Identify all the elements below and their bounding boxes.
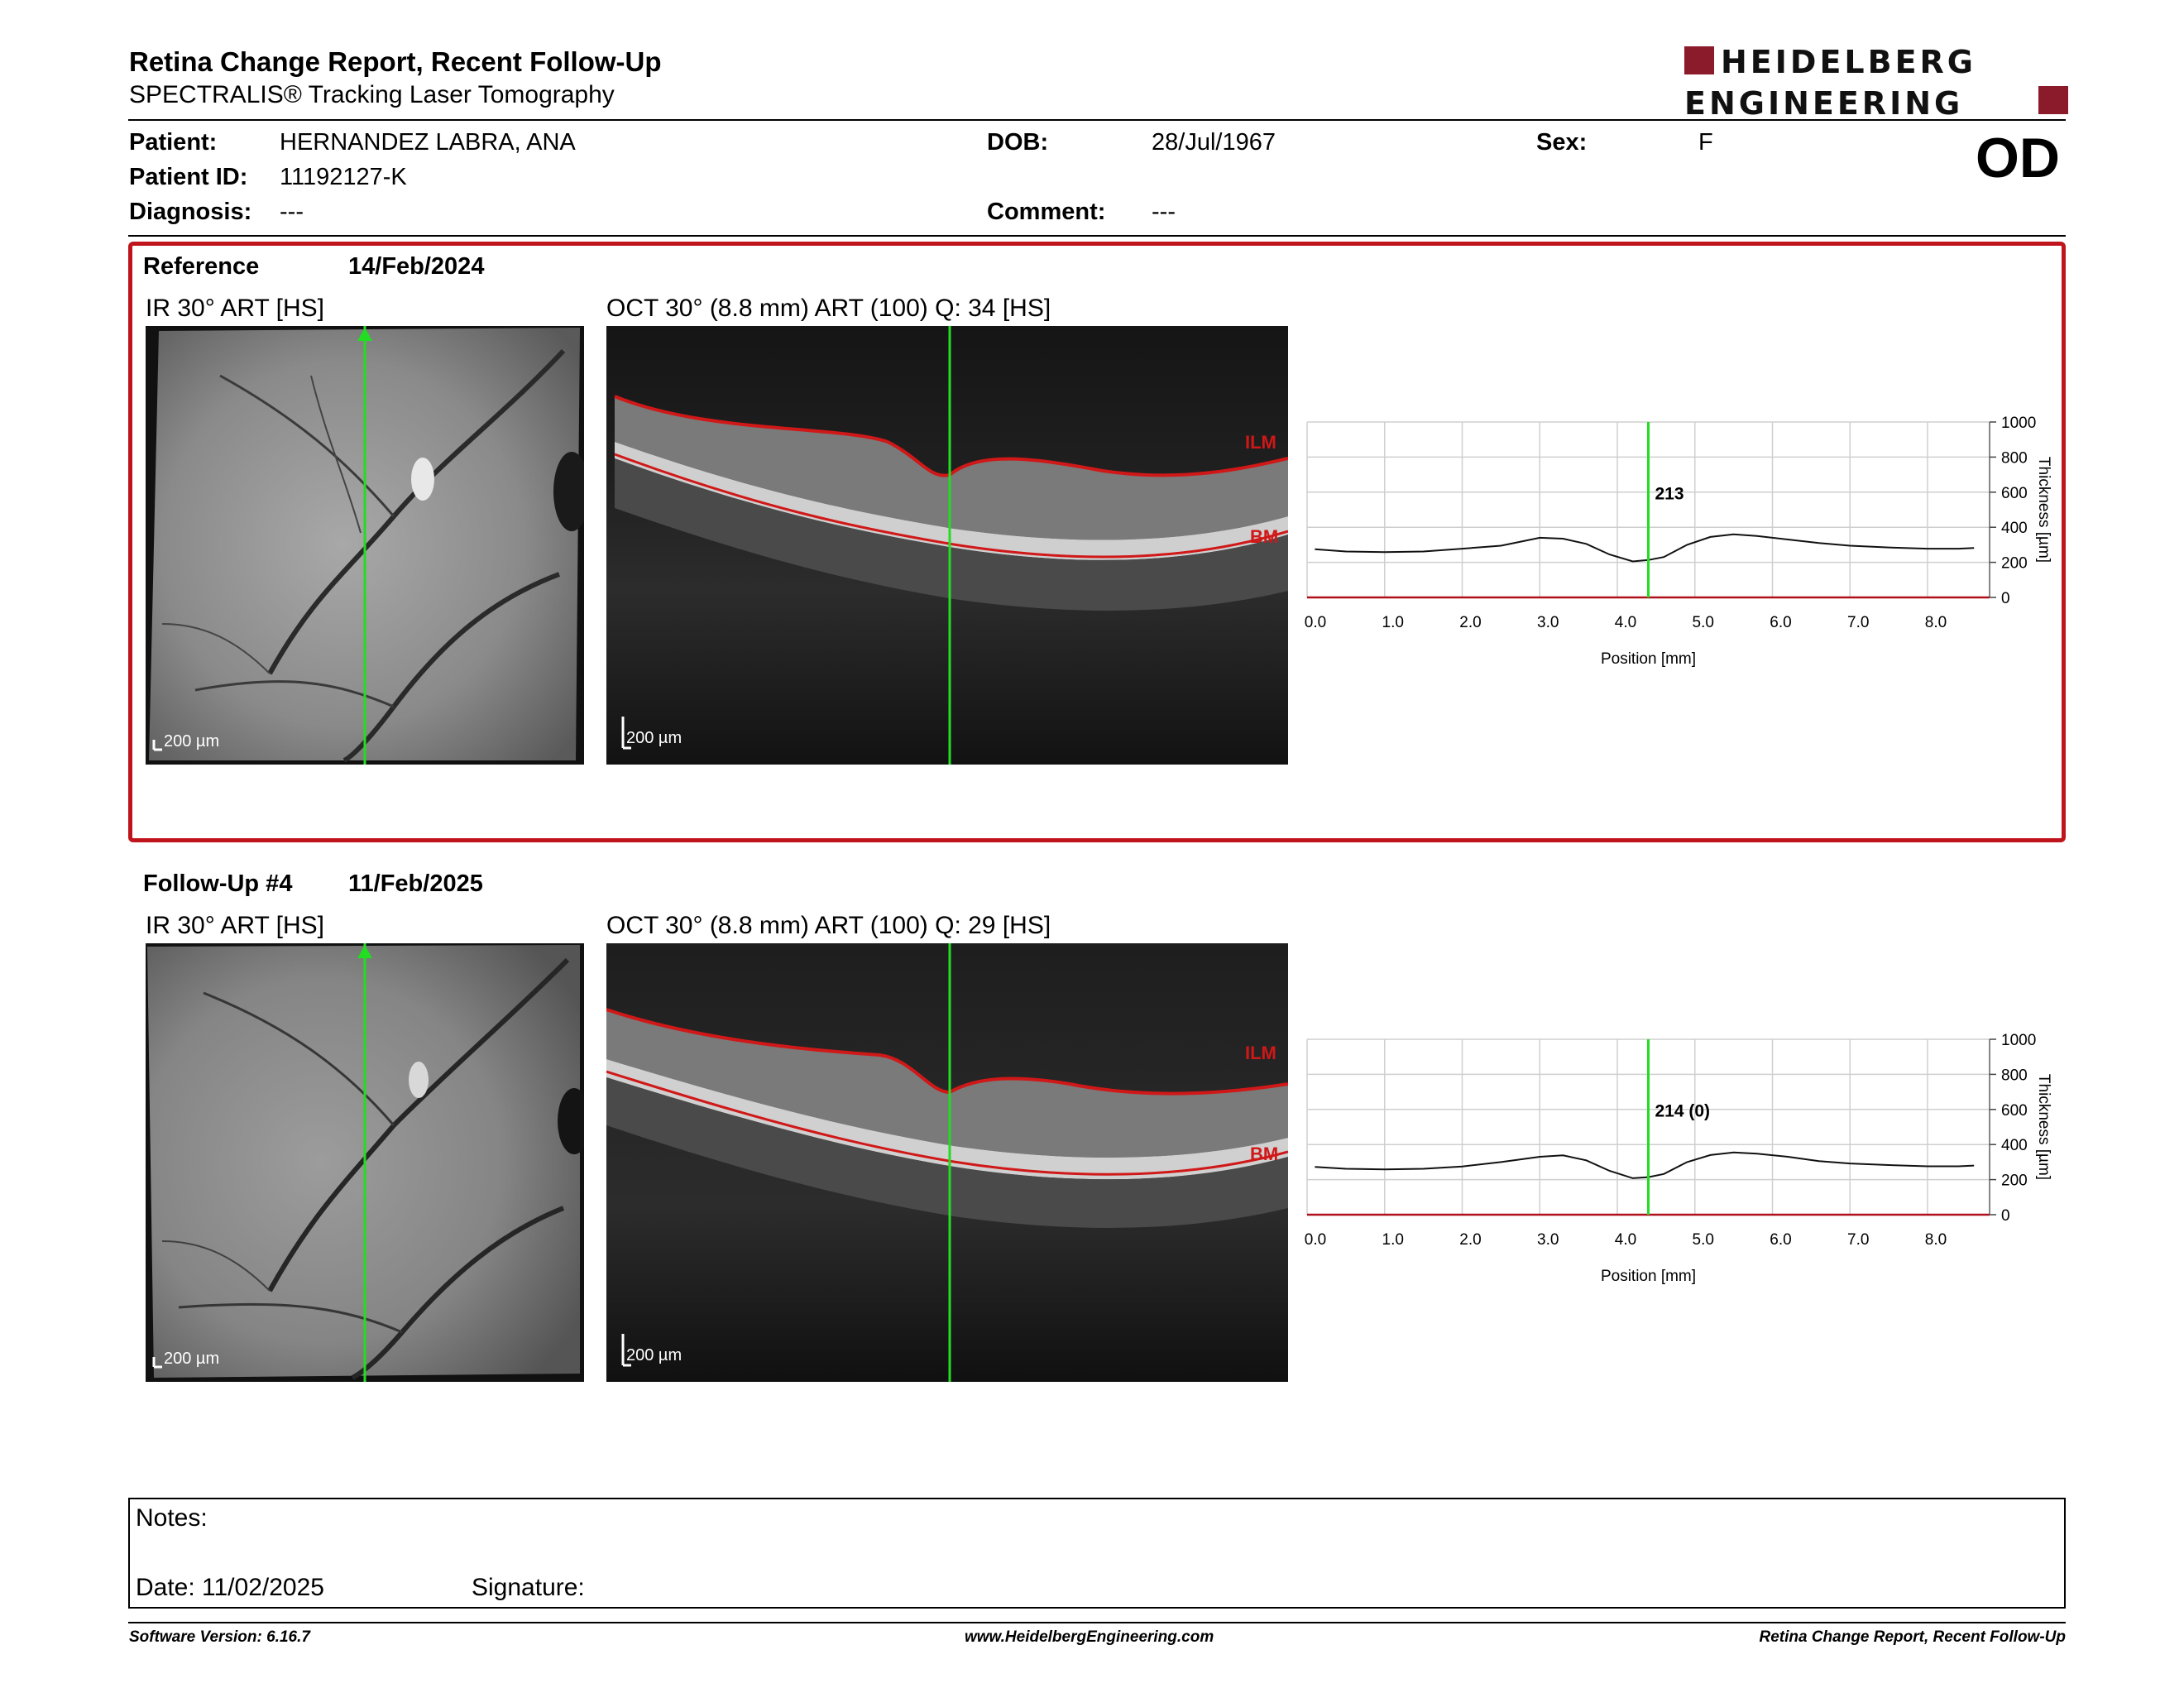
x-tick-label: 6.0 bbox=[1770, 614, 1791, 631]
logo-line2: ENGINEERING bbox=[1684, 85, 1963, 117]
thickness-chart-followup: 0 200 400 600 800 1000 0.0 1.0 2.0 3.0 4.0 5.0 6.0 7.… bbox=[1291, 1023, 2068, 1304]
dob-value: 28/Jul/1967 bbox=[1152, 129, 1276, 156]
report-title: Retina Change Report, Recent Follow-Up bbox=[129, 46, 662, 77]
y-tick-label: 400 bbox=[2001, 520, 2028, 537]
x-tick-label: 7.0 bbox=[1847, 614, 1869, 631]
x-tick-label: 6.0 bbox=[1770, 1231, 1791, 1249]
reference-frame bbox=[128, 242, 2066, 842]
date-line: Date: 11/02/2025 bbox=[136, 1574, 324, 1601]
reference-label: Reference bbox=[143, 253, 260, 280]
x-tick-label: 8.0 bbox=[1925, 1231, 1947, 1249]
comment-value: --- bbox=[1152, 199, 1176, 225]
patient-name: HERNANDEZ LABRA, ANA bbox=[280, 129, 576, 156]
eye-indicator: OD bbox=[1976, 127, 2060, 189]
website-link[interactable]: www.HeidelbergEngineering.com bbox=[965, 1628, 1214, 1646]
y-tick-label: 0 bbox=[2001, 590, 2010, 607]
header-divider bbox=[128, 119, 2066, 121]
x-axis-label: Position [mm] bbox=[1601, 650, 1696, 668]
ir-scale-label: 200 µm bbox=[164, 1350, 219, 1368]
x-axis-label: Position [mm] bbox=[1601, 1268, 1696, 1285]
y-tick-label: 800 bbox=[2001, 449, 2028, 467]
followup-label: Follow-Up #4 bbox=[143, 870, 293, 897]
diagnosis-label: Diagnosis: bbox=[129, 199, 252, 225]
footer-divider bbox=[128, 1622, 2066, 1623]
y-tick-label: 1000 bbox=[2001, 415, 2036, 432]
oct-scale-label: 200 µm bbox=[626, 729, 682, 747]
software-version: Software Version: 6.16.7 bbox=[129, 1628, 310, 1646]
cursor-value-label: 214 (0) bbox=[1655, 1101, 1711, 1120]
x-tick-label: 5.0 bbox=[1693, 1231, 1714, 1249]
y-tick-label: 200 bbox=[2001, 1172, 2028, 1190]
x-tick-label: 7.0 bbox=[1847, 1231, 1869, 1249]
notes-box[interactable] bbox=[128, 1498, 2066, 1609]
cursor-value-label: 213 bbox=[1655, 484, 1684, 503]
sex-label: Sex: bbox=[1536, 129, 1588, 156]
x-tick-label: 1.0 bbox=[1382, 614, 1404, 631]
x-tick-label: 3.0 bbox=[1537, 1231, 1559, 1249]
ir-label-reference: IR 30° ART [HS] bbox=[146, 295, 324, 322]
oct-bscan-image: ILM BM 200 µm bbox=[606, 943, 1288, 1382]
x-tick-label: 5.0 bbox=[1693, 614, 1714, 631]
followup-date: 11/Feb/2025 bbox=[348, 870, 483, 897]
x-tick-label: 2.0 bbox=[1459, 614, 1481, 631]
patient-id-label: Patient ID: bbox=[129, 164, 248, 190]
oct-bscan-image: ILM BM 200 µm bbox=[606, 326, 1288, 765]
report-subtitle: SPECTRALIS® Tracking Laser Tomography bbox=[129, 81, 615, 108]
diagnosis-value: --- bbox=[280, 199, 304, 225]
signature-label: Signature: bbox=[472, 1574, 585, 1601]
oct-label-reference: OCT 30° (8.8 mm) ART (100) Q: 34 [HS] bbox=[606, 295, 1051, 322]
x-tick-label: 0.0 bbox=[1305, 614, 1326, 631]
x-tick-label: 1.0 bbox=[1382, 1231, 1404, 1249]
y-tick-label: 400 bbox=[2001, 1137, 2028, 1154]
oct-label-followup: OCT 30° (8.8 mm) ART (100) Q: 29 [HS] bbox=[606, 912, 1051, 939]
patient-divider bbox=[128, 235, 2066, 237]
y-tick-label: 600 bbox=[2001, 485, 2028, 502]
footer-report-name: Retina Change Report, Recent Follow-Up bbox=[1759, 1628, 2066, 1646]
reference-date: 14/Feb/2024 bbox=[348, 253, 485, 280]
y-axis-label: Thickness [µm] bbox=[2035, 1074, 2052, 1180]
bm-label-reference: BM bbox=[1250, 526, 1278, 547]
x-tick-label: 4.0 bbox=[1615, 1231, 1636, 1249]
sex-value: F bbox=[1698, 129, 1713, 156]
bm-label-followup: BM bbox=[1250, 1144, 1278, 1164]
y-tick-label: 1000 bbox=[2001, 1032, 2036, 1049]
ir-scale-label: 200 µm bbox=[164, 732, 219, 750]
y-tick-label: 200 bbox=[2001, 555, 2028, 573]
thickness-series-line bbox=[1315, 533, 1975, 563]
comment-label: Comment: bbox=[987, 199, 1106, 225]
ilm-label-followup: ILM bbox=[1245, 1043, 1276, 1063]
y-tick-label: 800 bbox=[2001, 1067, 2028, 1084]
ir-fundus-image: 200 µm bbox=[146, 326, 584, 765]
notes-label: Notes: bbox=[136, 1504, 208, 1532]
thickness-series-line bbox=[1315, 1151, 1975, 1179]
y-tick-label: 600 bbox=[2001, 1102, 2028, 1120]
patient-id-value: 11192127-K bbox=[280, 164, 407, 190]
y-tick-label: 0 bbox=[2001, 1207, 2010, 1225]
ir-label-followup: IR 30° ART [HS] bbox=[146, 912, 324, 939]
ir-fundus-image: 200 µm bbox=[146, 943, 584, 1382]
patient-label: Patient: bbox=[129, 129, 218, 156]
ilm-label-reference: ILM bbox=[1245, 432, 1276, 453]
oct-scale-label: 200 µm bbox=[626, 1346, 682, 1364]
logo-line1: HEIDELBERG bbox=[1721, 45, 1976, 80]
x-tick-label: 8.0 bbox=[1925, 614, 1947, 631]
x-tick-label: 4.0 bbox=[1615, 614, 1636, 631]
heidelberg-logo: HEIDELBERG ENGINEERING bbox=[1684, 44, 2068, 122]
dob-label: DOB: bbox=[987, 129, 1049, 156]
x-tick-label: 3.0 bbox=[1537, 614, 1559, 631]
y-axis-label: Thickness [µm] bbox=[2035, 457, 2052, 563]
thickness-chart-reference: 0 200 400 600 800 1000 0.0 1.0 2.0 3.0 4.0 5.0 6.0 7.… bbox=[1291, 405, 2068, 687]
x-tick-label: 2.0 bbox=[1459, 1231, 1481, 1249]
x-tick-label: 0.0 bbox=[1305, 1231, 1326, 1249]
